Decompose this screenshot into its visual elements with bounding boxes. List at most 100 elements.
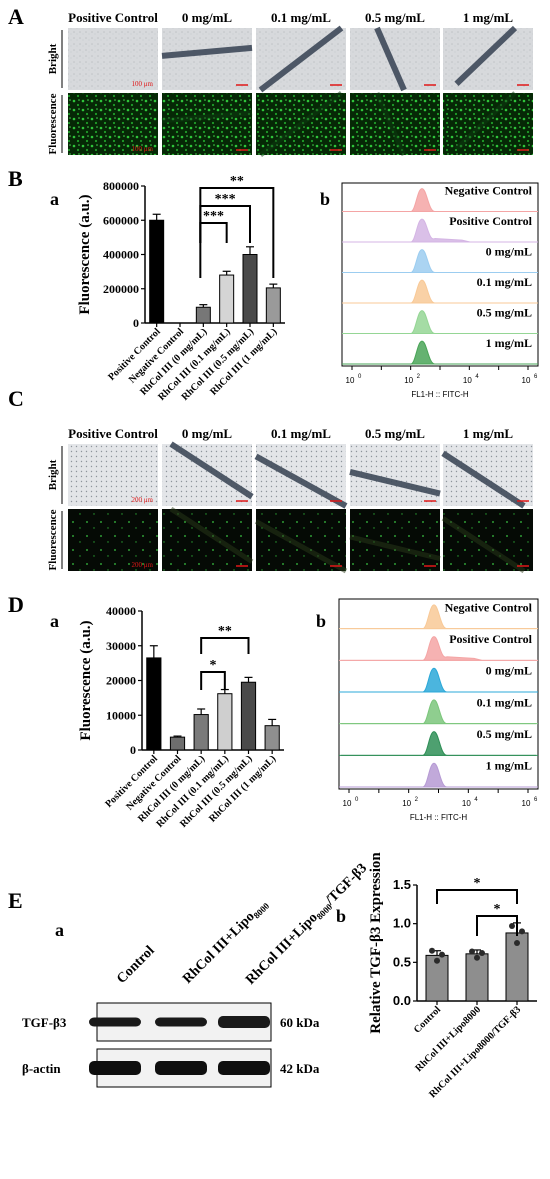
fiber-strand bbox=[258, 91, 344, 157]
bar-chart-ba: 0 200000 400000 600000 800000 Fluorescence (a… bbox=[77, 174, 285, 403]
x-tick-label: 10 bbox=[522, 376, 531, 385]
molecular-weight-label: 42 kDa bbox=[280, 1061, 320, 1076]
bar bbox=[465, 953, 489, 1002]
significance-label: * bbox=[494, 902, 501, 917]
fiber-strand bbox=[169, 506, 254, 564]
y-tick-label: 800000 bbox=[103, 179, 139, 193]
micrograph-image bbox=[162, 509, 252, 571]
y-tick-label: 0.5 bbox=[393, 954, 411, 969]
x-tick-exponent: 6 bbox=[534, 797, 538, 803]
series-label: 0.1 mg/mL bbox=[477, 275, 532, 289]
data-point bbox=[429, 947, 435, 954]
fiber-strand bbox=[349, 468, 441, 497]
row-label: Bright bbox=[47, 43, 59, 74]
subpanel-bb-label: b bbox=[320, 189, 330, 209]
micrograph-image bbox=[350, 93, 440, 155]
fiber-strand bbox=[441, 450, 526, 509]
column-header: Positive Control bbox=[68, 426, 158, 441]
histogram-peak bbox=[344, 340, 536, 365]
bar-chart-da: 0 10000 20000 30000 40000 Fluorescence (a.u.)… bbox=[78, 604, 284, 830]
micrograph-image bbox=[162, 444, 252, 506]
significance-bracket bbox=[199, 222, 228, 243]
fiber-strand bbox=[258, 25, 344, 93]
column-header: 0 mg/mL bbox=[182, 426, 233, 441]
histogram-peak bbox=[341, 667, 536, 693]
lane-label: RhCol III+Lipo8000/TGF-β3 bbox=[243, 861, 371, 989]
y-tick-label: 0 bbox=[133, 316, 139, 330]
x-tick-exponent: 2 bbox=[417, 374, 421, 380]
fiber-strand bbox=[454, 91, 517, 151]
scale-bar-label: 100 μm bbox=[132, 80, 154, 88]
scale-bar-label: 100 μm bbox=[132, 145, 154, 153]
flow-histogram-bb: Negative Control Positive Control 0 mg/mL 0… bbox=[341, 182, 539, 399]
column-header: 0.1 mg/mL bbox=[271, 426, 331, 441]
bar bbox=[240, 681, 257, 751]
bar bbox=[217, 693, 233, 751]
x-tick-exponent: 0 bbox=[355, 797, 359, 803]
y-tick-label: 10000 bbox=[106, 708, 136, 722]
series-label: 1 mg/mL bbox=[486, 336, 532, 350]
data-point bbox=[474, 954, 480, 961]
histogram-peak bbox=[344, 188, 536, 212]
plot-frame bbox=[341, 182, 539, 367]
significance-bracket bbox=[436, 889, 518, 904]
significance-label: *** bbox=[215, 192, 236, 207]
panel-letter-d: D bbox=[8, 592, 24, 617]
column-header: 1 mg/mL bbox=[463, 10, 514, 25]
bar bbox=[265, 287, 281, 324]
subpanel-ba-label: a bbox=[50, 189, 59, 209]
significance-label: * bbox=[210, 658, 217, 673]
data-point bbox=[509, 922, 515, 929]
micrograph-image bbox=[443, 509, 533, 571]
micrograph-image bbox=[68, 509, 158, 571]
plot-frame bbox=[338, 598, 539, 790]
histogram-peak bbox=[344, 279, 536, 304]
blot-band bbox=[218, 1016, 270, 1028]
series-label: Negative Control bbox=[445, 184, 533, 198]
significance-label: ** bbox=[230, 174, 244, 189]
blot-band bbox=[155, 1017, 207, 1027]
series-label: 1 mg/mL bbox=[486, 759, 532, 773]
column-header: 0.1 mg/mL bbox=[271, 10, 331, 25]
column-header: Positive Control bbox=[68, 10, 158, 25]
fiber-strand bbox=[169, 441, 254, 500]
fiber-strand bbox=[161, 110, 253, 124]
column-header: 0 mg/mL bbox=[182, 10, 233, 25]
scale-bar-label: 200 μm bbox=[132, 561, 154, 569]
data-point bbox=[439, 951, 445, 958]
fiber-strand bbox=[161, 44, 253, 59]
bar bbox=[193, 714, 209, 751]
fiber-strand bbox=[374, 26, 407, 92]
histogram-peak bbox=[341, 762, 536, 788]
data-point bbox=[434, 957, 440, 964]
micrograph-image bbox=[68, 28, 158, 90]
series-label: Positive Control bbox=[449, 632, 532, 646]
histogram-peak bbox=[341, 636, 536, 661]
micrograph-grid-c: Positive Control 0 mg/mL 0.1 mg/mL 0.5 mg/m… bbox=[47, 426, 533, 574]
blot-band bbox=[89, 1061, 141, 1075]
y-tick-label: 20000 bbox=[106, 674, 136, 688]
significance-label: * bbox=[474, 876, 481, 891]
series-label: 0 mg/mL bbox=[486, 245, 532, 259]
blot-row-label: TGF-β3 bbox=[22, 1015, 67, 1030]
series-label: 0.5 mg/mL bbox=[477, 727, 532, 741]
x-tick-label: 10 bbox=[522, 799, 531, 808]
x-axis-label: FL1-H :: FITC-H bbox=[411, 390, 469, 399]
x-tick-exponent: 4 bbox=[474, 797, 478, 803]
lane-label: Control bbox=[114, 943, 158, 987]
histogram-peak bbox=[341, 604, 536, 630]
y-axis-label: Relative TGF-β3 Expression bbox=[368, 852, 384, 1034]
bar bbox=[169, 736, 186, 751]
data-point bbox=[469, 948, 475, 955]
histogram-peak bbox=[344, 218, 536, 243]
histogram-peak bbox=[344, 310, 536, 334]
panel-letter-c: C bbox=[8, 386, 24, 411]
x-tick-exponent: 0 bbox=[358, 374, 362, 380]
x-tick-label: 10 bbox=[463, 376, 472, 385]
micrograph-image bbox=[68, 444, 158, 506]
y-tick-label: 0 bbox=[130, 743, 136, 757]
x-tick-label: 10 bbox=[402, 799, 411, 808]
micrograph-image bbox=[68, 93, 158, 155]
